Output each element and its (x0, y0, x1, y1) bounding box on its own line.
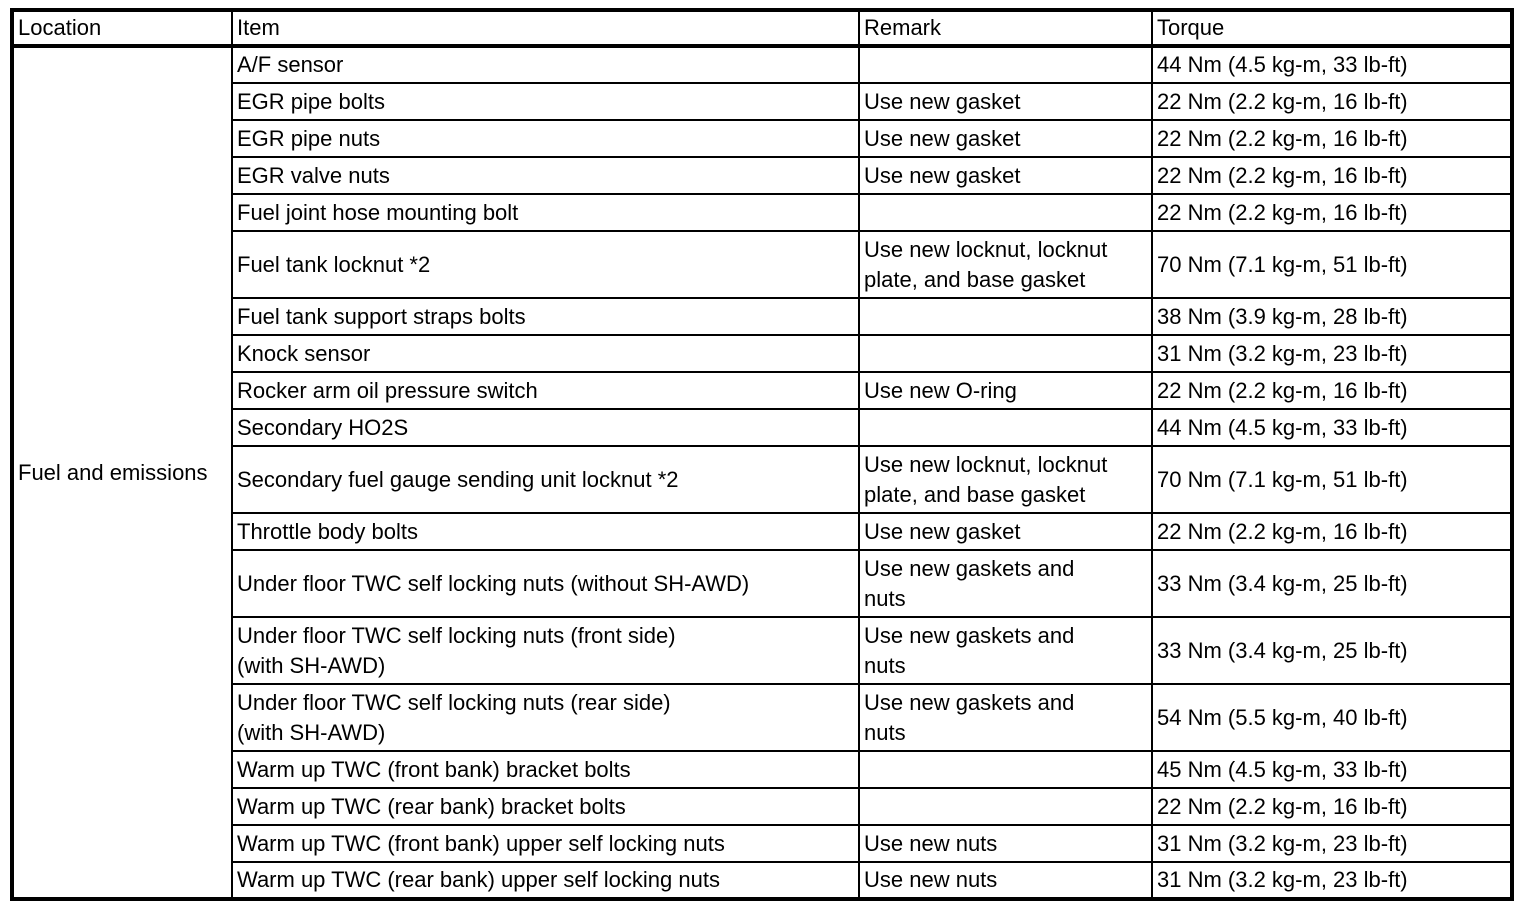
remark-cell (858, 193, 1153, 232)
item-cell: A/F sensor (231, 45, 860, 84)
table-row: Rocker arm oil pressure switch Use new O… (12, 371, 1513, 410)
torque-cell: 22 Nm (2.2 kg-m, 16 lb-ft) (1151, 119, 1513, 158)
item-cell: Fuel tank locknut *2 (231, 230, 860, 299)
remark-cell: Use new gasket (858, 119, 1153, 158)
location-cell: Fuel and emissions (11, 45, 233, 900)
table-row: Fuel and emissions A/F sensor 44 Nm (4.5… (11, 45, 1513, 900)
remark-cell (858, 408, 1153, 447)
remark-cell: Use new gasket (858, 512, 1153, 551)
item-cell: EGR pipe bolts (231, 82, 860, 121)
item-cell: Secondary fuel gauge sending unit locknu… (231, 445, 860, 514)
column-header-location: Location (11, 9, 233, 48)
item-cell: Warm up TWC (rear bank) upper self locki… (231, 861, 860, 900)
torque-cell: 70 Nm (7.1 kg-m, 51 lb-ft) (1151, 445, 1513, 514)
table-row: Knock sensor 31 Nm (3.2 kg-m, 23 lb-ft) (12, 334, 1513, 373)
table-row: Secondary HO2S 44 Nm (4.5 kg-m, 33 lb-ft… (12, 408, 1513, 447)
item-cell: Warm up TWC (front bank) bracket bolts (231, 750, 860, 789)
column-header-item: Item (231, 9, 860, 48)
remark-cell: Use new gasket (858, 156, 1153, 195)
table-row: Warm up TWC (rear bank) bracket bolts 22… (12, 787, 1513, 826)
item-cell: Knock sensor (231, 334, 860, 373)
remark-cell: Use new gaskets and nuts (858, 683, 1153, 752)
torque-cell: 38 Nm (3.9 kg-m, 28 lb-ft) (1151, 297, 1513, 336)
remark-cell: Use new nuts (858, 861, 1153, 900)
remark-cell: Use new locknut, locknut plate, and base… (858, 445, 1153, 514)
torque-cell: 22 Nm (2.2 kg-m, 16 lb-ft) (1151, 512, 1513, 551)
item-cell: Fuel tank support straps bolts (231, 297, 860, 336)
torque-cell: 31 Nm (3.2 kg-m, 23 lb-ft) (1151, 824, 1513, 863)
torque-cell: 22 Nm (2.2 kg-m, 16 lb-ft) (1151, 787, 1513, 826)
item-cell: Under floor TWC self locking nuts (witho… (231, 549, 860, 618)
table-row: Warm up TWC (front bank) upper self lock… (12, 824, 1513, 863)
table-row: EGR pipe nuts Use new gasket 22 Nm (2.2 … (12, 119, 1513, 158)
remark-cell (858, 787, 1153, 826)
torque-cell: 33 Nm (3.4 kg-m, 25 lb-ft) (1151, 616, 1513, 685)
table-row: Under floor TWC self locking nuts (front… (12, 616, 1513, 685)
remark-cell: Use new gasket (858, 82, 1153, 121)
table-row: EGR pipe bolts Use new gasket 22 Nm (2.2… (12, 82, 1513, 121)
remark-cell: Use new gaskets and nuts (858, 549, 1153, 618)
column-header-remark: Remark (858, 9, 1153, 48)
torque-cell: 31 Nm (3.2 kg-m, 23 lb-ft) (1151, 334, 1513, 373)
remark-cell (858, 45, 1153, 84)
item-cell: Under floor TWC self locking nuts (rear … (231, 683, 860, 752)
remark-cell (858, 297, 1153, 336)
torque-cell: 22 Nm (2.2 kg-m, 16 lb-ft) (1151, 156, 1513, 195)
torque-cell: 44 Nm (4.5 kg-m, 33 lb-ft) (1151, 408, 1513, 447)
item-cell: Secondary HO2S (231, 408, 860, 447)
torque-cell: 31 Nm (3.2 kg-m, 23 lb-ft) (1151, 861, 1513, 900)
table-row: Warm up TWC (rear bank) upper self locki… (12, 861, 1513, 900)
item-cell: Under floor TWC self locking nuts (front… (231, 616, 860, 685)
remark-cell: Use new locknut, locknut plate, and base… (858, 230, 1153, 299)
item-cell: Rocker arm oil pressure switch (231, 371, 860, 410)
table-row: Fuel tank support straps bolts 38 Nm (3.… (12, 297, 1513, 336)
table-row: Under floor TWC self locking nuts (witho… (12, 549, 1513, 618)
item-cell: EGR pipe nuts (231, 119, 860, 158)
table-row: Throttle body bolts Use new gasket 22 Nm… (12, 512, 1513, 551)
column-header-torque: Torque (1151, 9, 1513, 48)
torque-cell: 22 Nm (2.2 kg-m, 16 lb-ft) (1151, 193, 1513, 232)
torque-cell: 45 Nm (4.5 kg-m, 33 lb-ft) (1151, 750, 1513, 789)
table-row: Secondary fuel gauge sending unit locknu… (12, 445, 1513, 514)
torque-cell: 22 Nm (2.2 kg-m, 16 lb-ft) (1151, 82, 1513, 121)
item-cell: Warm up TWC (front bank) upper self lock… (231, 824, 860, 863)
remark-cell: Use new nuts (858, 824, 1153, 863)
item-cell: Fuel joint hose mounting bolt (231, 193, 860, 232)
table-row: Fuel tank locknut *2 Use new locknut, lo… (12, 230, 1513, 299)
torque-cell: 44 Nm (4.5 kg-m, 33 lb-ft) (1151, 45, 1513, 84)
table-row: Fuel joint hose mounting bolt 22 Nm (2.2… (12, 193, 1513, 232)
table-row: Under floor TWC self locking nuts (rear … (12, 683, 1513, 752)
remark-cell: Use new gaskets and nuts (858, 616, 1153, 685)
remark-cell: Use new O-ring (858, 371, 1153, 410)
torque-cell: 70 Nm (7.1 kg-m, 51 lb-ft) (1151, 230, 1513, 299)
torque-cell: 33 Nm (3.4 kg-m, 25 lb-ft) (1151, 549, 1513, 618)
table-row: EGR valve nuts Use new gasket 22 Nm (2.2… (12, 156, 1513, 195)
item-cell: EGR valve nuts (231, 156, 860, 195)
torque-cell: 22 Nm (2.2 kg-m, 16 lb-ft) (1151, 371, 1513, 410)
item-cell: Warm up TWC (rear bank) bracket bolts (231, 787, 860, 826)
remark-cell (858, 334, 1153, 373)
header-row: Location Item Remark Torque (11, 9, 1513, 48)
item-cell: Throttle body bolts (231, 512, 860, 551)
remark-cell (858, 750, 1153, 789)
torque-spec-table: Location Item Remark Torque Fuel and emi… (10, 8, 1514, 901)
table-row: Warm up TWC (front bank) bracket bolts 4… (12, 750, 1513, 789)
torque-cell: 54 Nm (5.5 kg-m, 40 lb-ft) (1151, 683, 1513, 752)
